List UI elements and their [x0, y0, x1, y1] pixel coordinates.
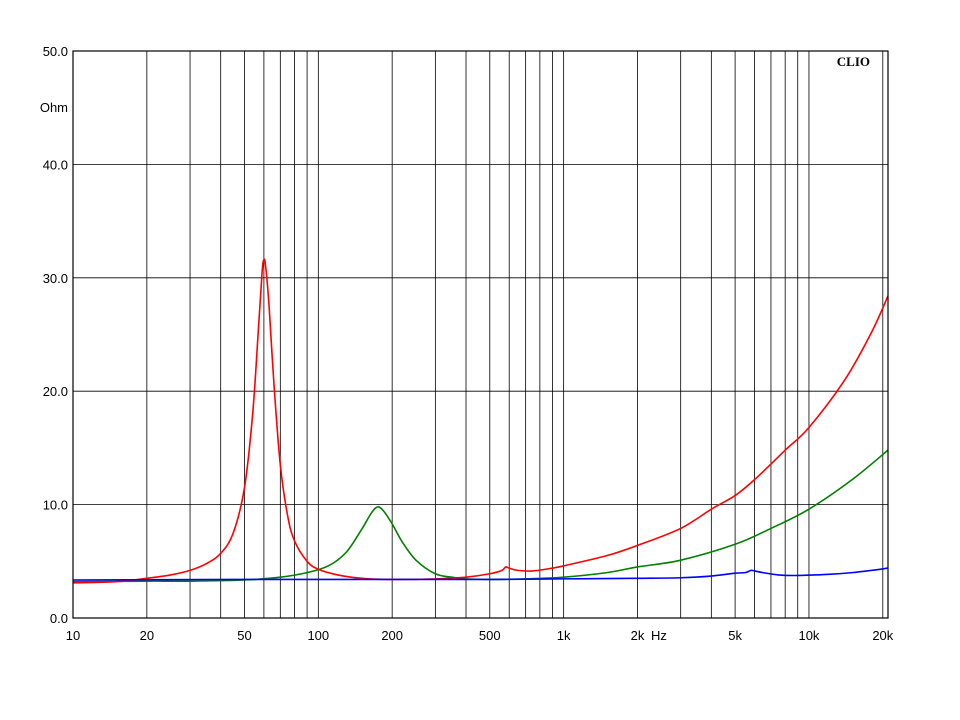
- impedance-curve-1: [72, 449, 889, 583]
- clio-brand-label: CLIO: [837, 54, 870, 69]
- x-tick-label: 10: [66, 628, 80, 643]
- data-series: [72, 258, 889, 584]
- x-tick-label: 200: [381, 628, 403, 643]
- x-tick-label: 100: [307, 628, 329, 643]
- y-tick-label: 40.0: [43, 157, 68, 172]
- x-tick-label: 2k: [631, 628, 645, 643]
- x-tick-label: 10k: [798, 628, 819, 643]
- y-tick-label: 30.0: [43, 271, 68, 286]
- tick-labels: 10 20 50 100 200 500 1k 2k 5k 10k 20k 0.0 10.0 20.0 30…: [43, 44, 894, 643]
- impedance-curve-2: [72, 258, 889, 584]
- x-tick-label: 20: [140, 628, 154, 643]
- x-tick-label: 5k: [728, 628, 742, 643]
- x-tick-label: 20k: [872, 628, 893, 643]
- plot-frame: [72, 50, 889, 619]
- x-tick-label: 500: [479, 628, 501, 643]
- y-tick-label: 0.0: [50, 611, 68, 626]
- y-tick-label: 10.0: [43, 498, 68, 513]
- y-axis-unit-label: Ohm: [40, 100, 68, 115]
- x-axis-unit-label: Hz: [651, 628, 667, 643]
- x-tick-label: 1k: [557, 628, 571, 643]
- x-tick-label: 50: [237, 628, 251, 643]
- y-tick-label: 50.0: [43, 44, 68, 59]
- y-tick-label: 20.0: [43, 384, 68, 399]
- impedance-curve-3: [72, 567, 889, 581]
- grid-lines: [73, 51, 888, 618]
